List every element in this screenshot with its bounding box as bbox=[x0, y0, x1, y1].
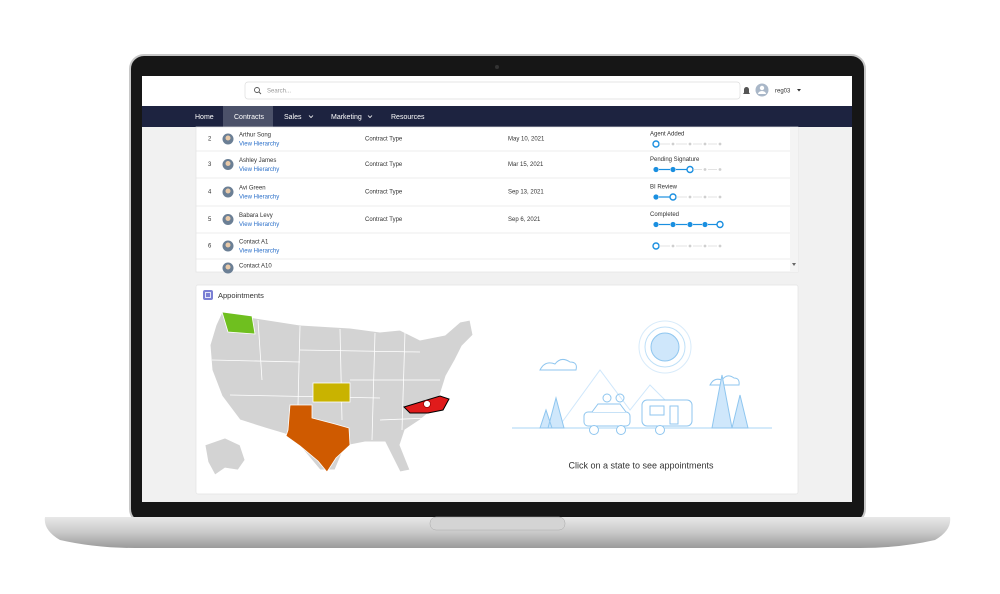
view-hierarchy-link[interactable]: View Hierarchy bbox=[239, 195, 279, 201]
row-index: 5 bbox=[208, 217, 212, 223]
progress-current bbox=[669, 193, 677, 201]
contract-date: Mar 15, 2021 bbox=[508, 162, 544, 168]
row-index: 4 bbox=[208, 190, 212, 196]
user-caret[interactable] bbox=[797, 89, 801, 92]
progress-done bbox=[653, 221, 659, 228]
progress-current bbox=[652, 140, 660, 148]
progress-todo bbox=[718, 195, 722, 199]
laptop-notch bbox=[429, 516, 566, 531]
progress-indicator bbox=[652, 140, 722, 148]
nav-bar bbox=[142, 106, 852, 127]
progress-indicator bbox=[653, 220, 724, 229]
view-hierarchy-link[interactable]: View Hierarchy bbox=[239, 222, 279, 228]
progress-todo bbox=[688, 195, 692, 199]
nav-caret[interactable] bbox=[308, 115, 314, 119]
appointments-icon bbox=[203, 290, 213, 300]
row-index: 6 bbox=[208, 244, 212, 250]
nav-item[interactable]: Marketing bbox=[331, 114, 362, 121]
progress-todo bbox=[688, 142, 692, 146]
contact-name[interactable]: Arthur Song bbox=[239, 133, 271, 139]
search-icon bbox=[254, 87, 260, 93]
contact-name[interactable]: Contact A10 bbox=[239, 264, 272, 270]
progress-current bbox=[686, 165, 694, 174]
user-name[interactable]: reg03 bbox=[775, 89, 791, 95]
progress-done bbox=[702, 221, 708, 228]
search-box[interactable] bbox=[244, 81, 741, 100]
view-hierarchy-link[interactable]: View Hierarchy bbox=[239, 167, 279, 173]
state-kansas[interactable] bbox=[312, 382, 351, 403]
row-index: 3 bbox=[208, 162, 212, 168]
progress-todo bbox=[703, 244, 707, 248]
nav-active bbox=[223, 106, 273, 127]
contact-avatar-face bbox=[225, 161, 231, 166]
contact-avatar-face bbox=[225, 264, 231, 270]
appointments-title: Appointments bbox=[218, 291, 264, 300]
nav-item[interactable]: Sales bbox=[284, 114, 302, 121]
progress-todo bbox=[671, 244, 675, 248]
contract-type: Contract Type bbox=[365, 217, 403, 223]
progress-todo bbox=[703, 195, 707, 199]
contact-name[interactable]: Avi Green bbox=[239, 186, 266, 192]
state-washington[interactable] bbox=[221, 311, 256, 335]
progress-todo bbox=[718, 142, 722, 146]
nav-caret[interactable] bbox=[367, 115, 373, 119]
state-texas[interactable] bbox=[285, 404, 351, 473]
contact-name[interactable]: Babara Levy bbox=[239, 213, 273, 219]
nav-item[interactable]: Home bbox=[195, 114, 214, 121]
scrollbar[interactable] bbox=[790, 127, 798, 272]
contact-avatar-face bbox=[225, 216, 231, 221]
view-hierarchy-link[interactable]: View Hierarchy bbox=[239, 249, 279, 255]
progress-todo bbox=[703, 168, 707, 171]
stage-label: BI Review bbox=[650, 185, 678, 191]
contract-date: May 10, 2021 bbox=[508, 137, 545, 143]
stage-label: Pending Signature bbox=[650, 157, 700, 163]
contract-date: Sep 6, 2021 bbox=[508, 217, 541, 223]
us-map[interactable] bbox=[204, 311, 474, 476]
progress-current bbox=[716, 220, 724, 229]
search-placeholder: Search... bbox=[267, 89, 291, 95]
progress-todo bbox=[718, 168, 722, 171]
camera bbox=[495, 65, 499, 69]
contact-avatar-face bbox=[225, 188, 231, 194]
contract-type: Contract Type bbox=[365, 137, 403, 143]
nav-item[interactable]: Resources bbox=[391, 114, 425, 121]
illustration bbox=[512, 320, 772, 435]
progress-todo bbox=[718, 244, 722, 248]
bell-icon[interactable] bbox=[743, 87, 750, 94]
contact-name[interactable]: Contact A1 bbox=[239, 240, 269, 246]
progress-current bbox=[652, 242, 660, 250]
progress-indicator bbox=[653, 193, 722, 201]
progress-done bbox=[670, 221, 676, 228]
map-pin bbox=[423, 400, 431, 408]
laptop-base bbox=[44, 517, 951, 548]
progress-indicator bbox=[652, 242, 722, 250]
row-index: 2 bbox=[208, 137, 212, 143]
stage-label: Completed bbox=[650, 212, 679, 218]
contract-type: Contract Type bbox=[365, 162, 403, 168]
progress-todo bbox=[688, 244, 692, 248]
contact-avatar-face bbox=[225, 242, 231, 248]
contact-name[interactable]: Ashley James bbox=[239, 158, 276, 164]
progress-todo bbox=[671, 142, 675, 146]
stage-label: Agent Added bbox=[650, 132, 684, 138]
contract-type: Contract Type bbox=[365, 190, 403, 196]
contract-date: Sep 13, 2021 bbox=[508, 190, 544, 196]
contact-avatar-face bbox=[225, 135, 231, 141]
progress-indicator bbox=[653, 165, 722, 174]
view-hierarchy-link[interactable]: View Hierarchy bbox=[239, 142, 279, 148]
nav-item[interactable]: Contracts bbox=[234, 114, 264, 121]
progress-todo bbox=[703, 142, 707, 146]
appointments-prompt: Click on a state to see appointments bbox=[568, 460, 714, 470]
progress-done bbox=[670, 166, 676, 173]
table-card bbox=[195, 126, 799, 273]
progress-done bbox=[687, 221, 693, 228]
progress-done bbox=[653, 166, 659, 173]
progress-done bbox=[653, 194, 659, 200]
